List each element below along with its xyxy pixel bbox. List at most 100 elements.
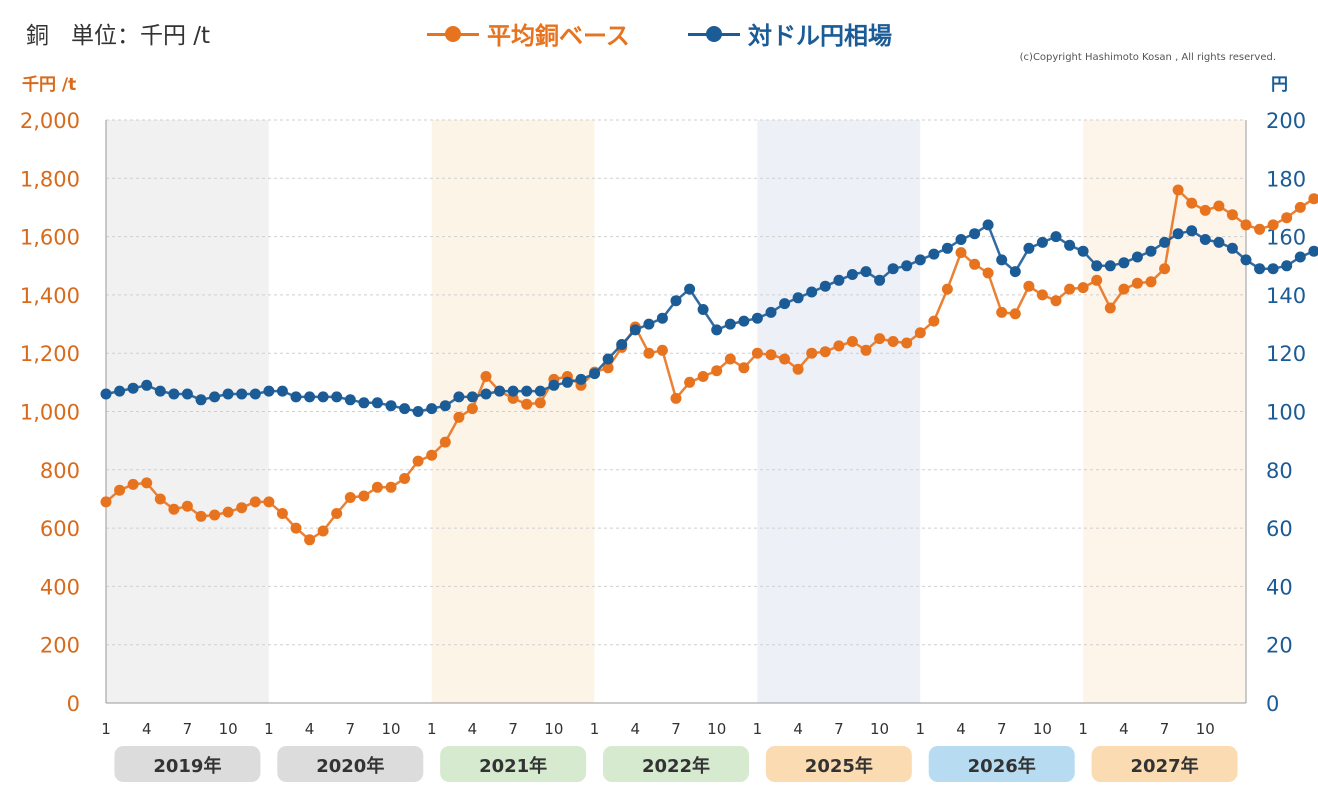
data-point bbox=[548, 379, 560, 391]
data-point bbox=[643, 318, 655, 330]
data-point bbox=[100, 496, 112, 508]
x-tick-label: 10 bbox=[870, 720, 889, 738]
data-point bbox=[969, 258, 981, 270]
data-point bbox=[575, 373, 587, 385]
data-point bbox=[860, 266, 872, 278]
data-point bbox=[1240, 219, 1252, 231]
data-point bbox=[168, 388, 180, 400]
year-label: 2027年 bbox=[1131, 755, 1199, 777]
data-point bbox=[290, 522, 302, 534]
left-tick-label: 2,000 bbox=[20, 109, 80, 133]
data-point bbox=[874, 274, 886, 286]
data-point bbox=[480, 388, 492, 400]
data-point bbox=[996, 254, 1008, 266]
x-tick-label: 10 bbox=[1033, 720, 1052, 738]
x-tick-label: 4 bbox=[142, 720, 152, 738]
data-point bbox=[249, 496, 261, 508]
data-point bbox=[263, 496, 275, 508]
year-label: 2021年 bbox=[479, 755, 547, 777]
data-point bbox=[1172, 184, 1184, 196]
left-tick-label: 1,200 bbox=[20, 342, 80, 366]
year-pill bbox=[928, 746, 1075, 782]
data-point bbox=[1023, 280, 1035, 292]
data-point bbox=[724, 353, 736, 365]
left-tick-label: 1,400 bbox=[20, 284, 80, 308]
data-point bbox=[1159, 236, 1171, 248]
data-point bbox=[317, 525, 329, 537]
data-point bbox=[1308, 245, 1318, 257]
data-point bbox=[751, 347, 763, 359]
x-tick-label: 7 bbox=[834, 720, 844, 738]
data-point bbox=[209, 509, 221, 521]
right-tick-label: 100 bbox=[1266, 401, 1306, 425]
x-tick-label: 4 bbox=[631, 720, 641, 738]
data-point bbox=[1104, 260, 1116, 272]
data-point bbox=[331, 508, 343, 519]
data-point bbox=[1009, 266, 1021, 278]
data-point bbox=[629, 324, 641, 336]
left-tick-label: 600 bbox=[40, 517, 80, 541]
data-point bbox=[439, 436, 451, 448]
right-axis-unit: 円 bbox=[1271, 75, 1288, 95]
left-tick-label: 800 bbox=[40, 459, 80, 483]
data-point bbox=[711, 365, 723, 377]
data-point bbox=[765, 349, 777, 361]
year-band bbox=[431, 120, 595, 703]
data-point bbox=[100, 388, 112, 400]
x-tick-label: 1 bbox=[101, 720, 111, 738]
data-point bbox=[765, 306, 777, 318]
data-point bbox=[887, 336, 899, 347]
chart-header: 銅 単位：千円 /t bbox=[26, 16, 210, 50]
data-point bbox=[901, 260, 913, 272]
data-point bbox=[1226, 209, 1238, 221]
data-point bbox=[806, 347, 818, 359]
data-point bbox=[181, 388, 193, 400]
data-point bbox=[996, 306, 1008, 318]
data-point bbox=[914, 327, 926, 339]
data-point bbox=[1159, 263, 1171, 275]
data-point bbox=[439, 400, 451, 412]
data-point bbox=[806, 286, 818, 298]
year-pill bbox=[440, 746, 587, 782]
data-point bbox=[1118, 257, 1130, 269]
right-tick-label: 80 bbox=[1266, 459, 1293, 483]
data-point bbox=[1267, 219, 1279, 231]
year-label: 2025年 bbox=[805, 755, 873, 777]
left-tick-label: 1,800 bbox=[20, 167, 80, 191]
data-point bbox=[928, 315, 940, 327]
data-point bbox=[168, 503, 180, 515]
data-point bbox=[589, 368, 601, 380]
data-point bbox=[534, 397, 546, 409]
data-point bbox=[1186, 197, 1198, 209]
data-point bbox=[412, 455, 424, 467]
data-point bbox=[453, 411, 465, 423]
data-point bbox=[982, 267, 994, 279]
metal-name: 銅 bbox=[26, 23, 49, 49]
legend-swatch-copper bbox=[427, 22, 479, 46]
data-point bbox=[955, 234, 967, 245]
data-point bbox=[914, 254, 926, 266]
right-tick-label: 60 bbox=[1266, 517, 1293, 541]
data-point bbox=[466, 403, 478, 415]
right-tick-label: 40 bbox=[1266, 575, 1293, 599]
data-point bbox=[344, 394, 356, 406]
data-point bbox=[426, 449, 438, 461]
x-tick-label: 10 bbox=[707, 720, 726, 738]
data-point bbox=[385, 481, 397, 493]
data-point bbox=[1036, 289, 1048, 301]
left-tick-label: 400 bbox=[40, 575, 80, 599]
data-point bbox=[521, 398, 533, 410]
data-point bbox=[1064, 239, 1076, 251]
x-tick-label: 7 bbox=[1160, 720, 1170, 738]
data-point bbox=[249, 388, 261, 400]
data-point bbox=[222, 388, 234, 400]
data-point bbox=[114, 484, 126, 496]
data-point bbox=[738, 315, 750, 327]
data-point bbox=[371, 397, 383, 409]
x-tick-label: 1 bbox=[916, 720, 926, 738]
x-tick-label: 10 bbox=[544, 720, 563, 738]
data-point bbox=[684, 283, 696, 295]
year-pill bbox=[765, 746, 912, 782]
data-point bbox=[507, 385, 519, 397]
